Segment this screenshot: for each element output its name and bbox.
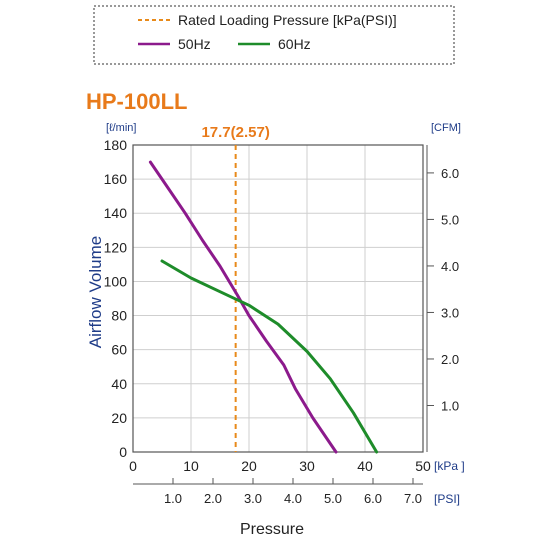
- series-line-50hz: [148, 160, 338, 454]
- y2-tick-label: 3.0: [441, 305, 459, 320]
- y-tick-label: 140: [104, 205, 128, 221]
- y2-unit-label: [CFM]: [431, 122, 461, 134]
- y-tick-label: 40: [111, 376, 127, 392]
- legend-label-50hz: 50Hz: [178, 36, 211, 52]
- y2-tick-label: 4.0: [441, 259, 459, 274]
- y2-tick-label: 5.0: [441, 212, 459, 227]
- x-unit-label: [kPa ]: [434, 459, 465, 473]
- y2-tick-label: 6.0: [441, 166, 459, 181]
- rated-pressure-label: 17.7(2.57): [201, 124, 269, 141]
- y-tick-label: 160: [104, 171, 128, 187]
- x2-tick-label: 7.0: [404, 491, 422, 506]
- legend-box: [93, 5, 455, 65]
- y-tick-label: 0: [119, 444, 127, 460]
- y2-tick-label: 1.0: [441, 398, 459, 413]
- x2-tick-label: 4.0: [284, 491, 302, 506]
- y-tick-label: 60: [111, 342, 127, 358]
- x-axis-title: Pressure: [240, 521, 304, 538]
- y-tick-label: 180: [104, 137, 128, 153]
- x-tick-label: 10: [183, 458, 199, 474]
- y-tick-label: 120: [104, 239, 128, 255]
- series: [148, 145, 379, 454]
- x-tick-label: 30: [299, 458, 315, 474]
- y-unit-label: [ℓ/min]: [106, 122, 136, 134]
- x2-unit-label: [PSI]: [434, 492, 460, 506]
- chart-title: HP-100LL: [86, 89, 187, 114]
- y2-tick-label: 2.0: [441, 352, 459, 367]
- y-axis-title: Airflow Volume: [86, 236, 105, 348]
- axes: [132, 144, 434, 485]
- x-tick-label: 40: [357, 458, 373, 474]
- x-tick-label: 0: [129, 458, 137, 474]
- grid: [132, 144, 424, 453]
- legend-label-rated: Rated Loading Pressure [kPa(PSI)]: [178, 12, 397, 28]
- series-line-60hz: [160, 259, 379, 454]
- legend-label-60hz: 60Hz: [278, 36, 311, 52]
- x2-tick-label: 2.0: [204, 491, 222, 506]
- x2-tick-label: 3.0: [244, 491, 262, 506]
- y-tick-label: 80: [111, 308, 127, 324]
- plot-frame: [132, 144, 424, 453]
- x2-tick-label: 6.0: [364, 491, 382, 506]
- y-tick-label: 20: [111, 410, 127, 426]
- tick-labels: 0 20 40 60 80 100 120 140 160 180 0 10 20 30 40 50 1.0 2.…: [104, 137, 459, 506]
- y-tick-label: 100: [104, 273, 128, 289]
- x-tick-label: 20: [241, 458, 257, 474]
- x2-tick-label: 5.0: [324, 491, 342, 506]
- x-tick-label: 50: [415, 458, 431, 474]
- x2-tick-label: 1.0: [164, 491, 182, 506]
